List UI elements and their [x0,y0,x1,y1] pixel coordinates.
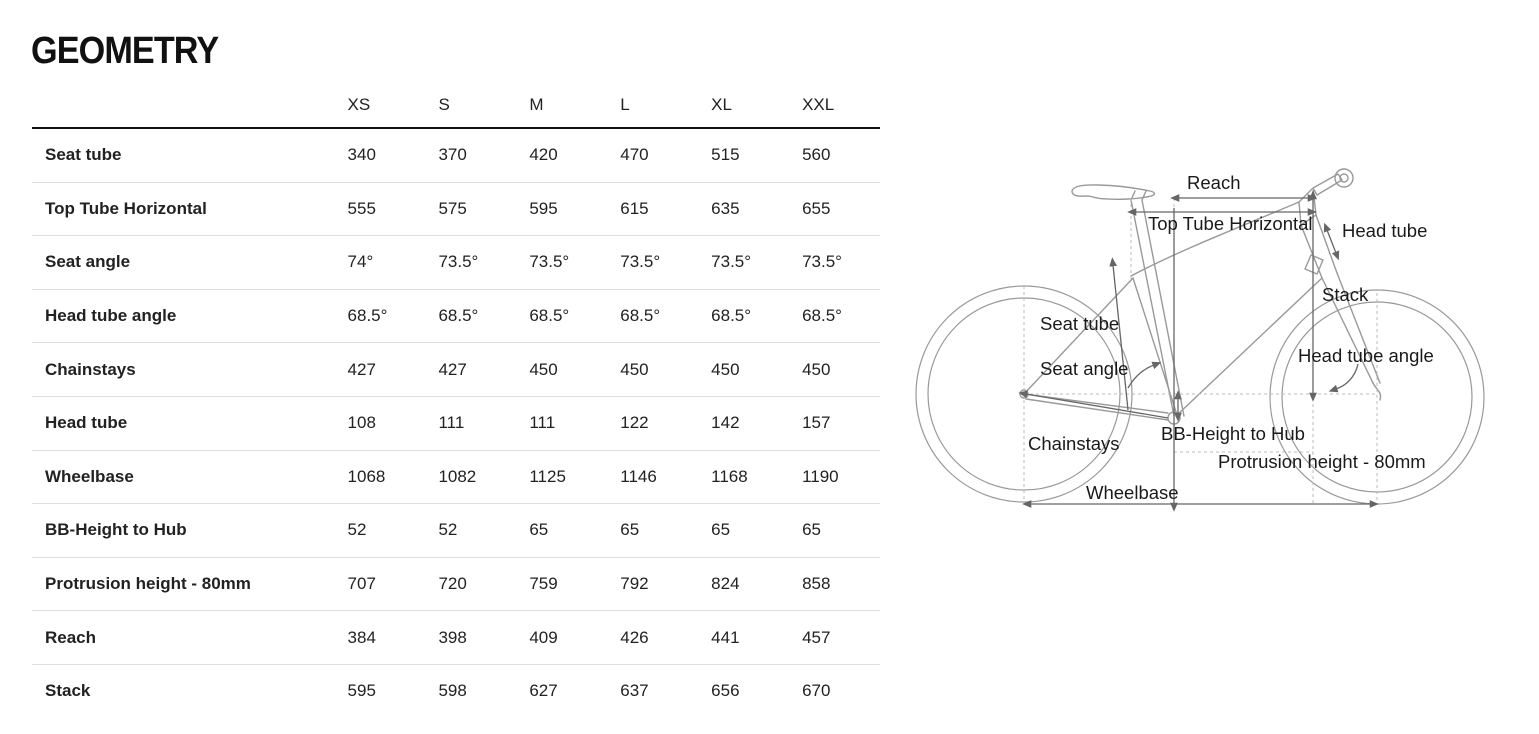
svg-text:Wheelbase: Wheelbase [1086,482,1179,503]
svg-text:Seat tube: Seat tube [1040,313,1119,334]
svg-text:Chainstays: Chainstays [1028,433,1120,454]
svg-text:Head tube angle: Head tube angle [1298,345,1434,366]
svg-text:Protrusion height - 80mm: Protrusion height - 80mm [1218,451,1426,472]
svg-text:BB-Height to Hub: BB-Height to Hub [1161,423,1305,444]
svg-text:Head tube: Head tube [1342,220,1427,241]
svg-text:Top Tube Horizontal: Top Tube Horizontal [1148,213,1313,234]
svg-text:Seat angle: Seat angle [1040,358,1128,379]
svg-text:Reach: Reach [1187,172,1240,193]
svg-text:Stack: Stack [1322,284,1369,305]
